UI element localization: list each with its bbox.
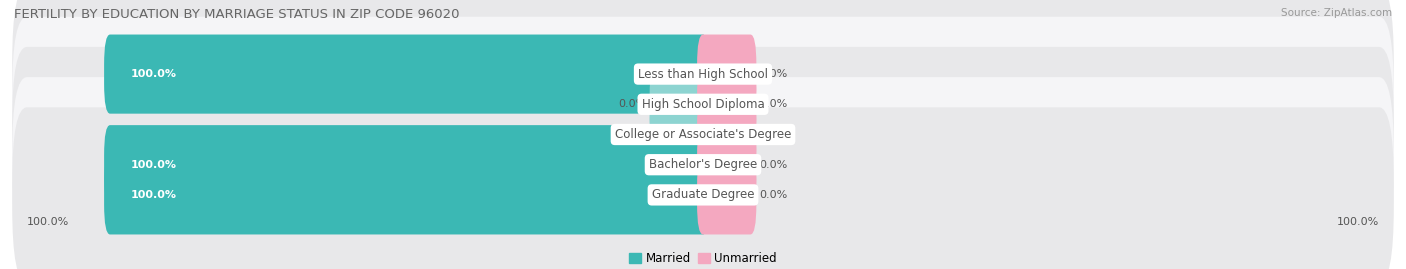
FancyBboxPatch shape (697, 95, 756, 174)
Text: College or Associate's Degree: College or Associate's Degree (614, 128, 792, 141)
Text: Less than High School: Less than High School (638, 68, 768, 81)
Text: 0.0%: 0.0% (759, 129, 787, 140)
FancyBboxPatch shape (104, 34, 709, 114)
FancyBboxPatch shape (650, 65, 709, 144)
FancyBboxPatch shape (13, 0, 1393, 162)
FancyBboxPatch shape (104, 125, 709, 204)
Text: 0.0%: 0.0% (759, 160, 787, 170)
FancyBboxPatch shape (13, 17, 1393, 192)
FancyBboxPatch shape (13, 77, 1393, 252)
Text: High School Diploma: High School Diploma (641, 98, 765, 111)
Text: 100.0%: 100.0% (131, 160, 177, 170)
Text: 0.0%: 0.0% (759, 190, 787, 200)
Text: Source: ZipAtlas.com: Source: ZipAtlas.com (1281, 8, 1392, 18)
FancyBboxPatch shape (650, 95, 709, 174)
Text: FERTILITY BY EDUCATION BY MARRIAGE STATUS IN ZIP CODE 96020: FERTILITY BY EDUCATION BY MARRIAGE STATU… (14, 8, 460, 21)
Text: 100.0%: 100.0% (1337, 217, 1379, 227)
Text: 0.0%: 0.0% (619, 129, 647, 140)
Text: 100.0%: 100.0% (131, 190, 177, 200)
FancyBboxPatch shape (697, 125, 756, 204)
Text: 0.0%: 0.0% (619, 99, 647, 109)
Text: 100.0%: 100.0% (131, 69, 177, 79)
Text: Graduate Degree: Graduate Degree (652, 188, 754, 201)
Text: 0.0%: 0.0% (759, 69, 787, 79)
FancyBboxPatch shape (697, 155, 756, 235)
Text: 0.0%: 0.0% (759, 99, 787, 109)
Text: Bachelor's Degree: Bachelor's Degree (650, 158, 756, 171)
Text: 100.0%: 100.0% (27, 217, 69, 227)
FancyBboxPatch shape (13, 107, 1393, 269)
FancyBboxPatch shape (697, 34, 756, 114)
Legend: Married, Unmarried: Married, Unmarried (624, 247, 782, 269)
FancyBboxPatch shape (104, 155, 709, 235)
FancyBboxPatch shape (13, 47, 1393, 222)
FancyBboxPatch shape (697, 65, 756, 144)
